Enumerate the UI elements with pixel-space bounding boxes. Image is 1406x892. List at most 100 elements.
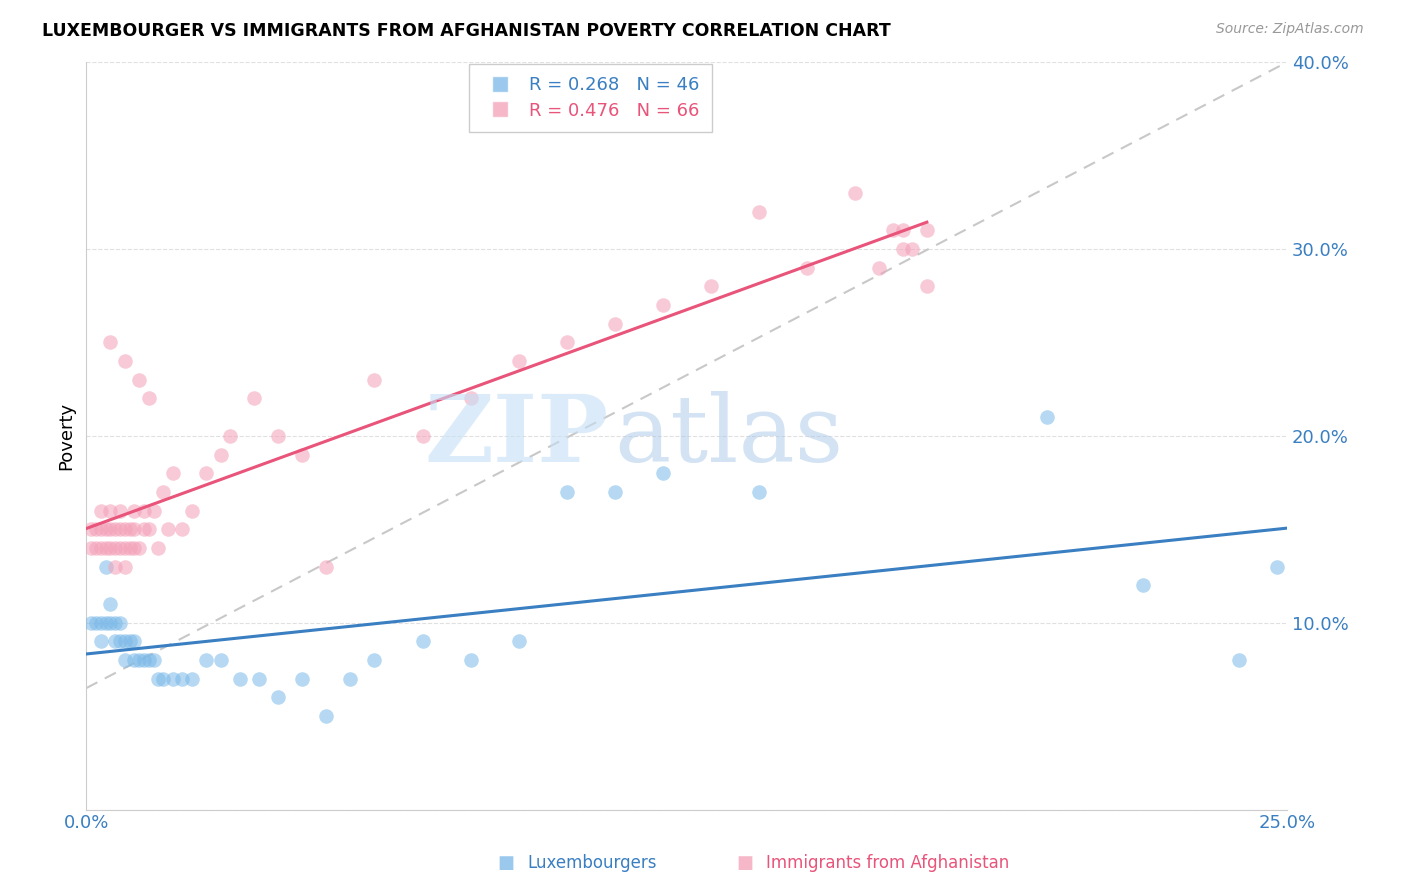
Point	[94, 522, 117, 536]
Point	[108, 503, 131, 517]
Point	[1227, 653, 1250, 667]
Point	[882, 223, 904, 237]
Point	[1036, 410, 1059, 425]
Point	[315, 709, 337, 723]
Y-axis label: Poverty: Poverty	[58, 401, 75, 470]
Point	[128, 653, 150, 667]
Text: Immigrants from Afghanistan: Immigrants from Afghanistan	[766, 855, 1010, 872]
Point	[195, 653, 218, 667]
Point	[114, 653, 136, 667]
Point	[651, 467, 673, 481]
Point	[138, 522, 160, 536]
Point	[291, 448, 314, 462]
Point	[104, 615, 127, 630]
Point	[80, 522, 103, 536]
Text: LUXEMBOURGER VS IMMIGRANTS FROM AFGHANISTAN POVERTY CORRELATION CHART: LUXEMBOURGER VS IMMIGRANTS FROM AFGHANIS…	[42, 22, 891, 40]
Text: Luxembourgers: Luxembourgers	[527, 855, 657, 872]
Point	[98, 503, 121, 517]
Point	[90, 503, 112, 517]
Point	[108, 615, 131, 630]
Point	[124, 522, 146, 536]
Point	[699, 279, 721, 293]
Point	[114, 522, 136, 536]
Point	[98, 335, 121, 350]
Point	[98, 615, 121, 630]
Point	[460, 392, 482, 406]
Point	[80, 615, 103, 630]
Point	[267, 690, 290, 705]
Point	[460, 653, 482, 667]
Point	[124, 541, 146, 555]
Point	[108, 634, 131, 648]
Point	[412, 634, 434, 648]
Point	[181, 672, 204, 686]
Point	[162, 467, 184, 481]
Point	[128, 373, 150, 387]
Point	[98, 522, 121, 536]
Text: ZIP: ZIP	[425, 391, 609, 481]
Point	[124, 503, 146, 517]
Point	[138, 653, 160, 667]
Point	[508, 634, 530, 648]
Point	[118, 541, 141, 555]
Point	[108, 541, 131, 555]
Point	[247, 672, 270, 686]
Legend: R = 0.268   N = 46, R = 0.476   N = 66: R = 0.268 N = 46, R = 0.476 N = 66	[470, 63, 711, 132]
Point	[94, 541, 117, 555]
Point	[132, 522, 155, 536]
Point	[98, 541, 121, 555]
Point	[128, 541, 150, 555]
Point	[132, 653, 155, 667]
Point	[339, 672, 361, 686]
Point	[412, 429, 434, 443]
Point	[1132, 578, 1154, 592]
Point	[124, 634, 146, 648]
Point	[90, 541, 112, 555]
Point	[891, 223, 914, 237]
Point	[104, 541, 127, 555]
Point	[90, 522, 112, 536]
Point	[118, 634, 141, 648]
Point	[209, 448, 232, 462]
Point	[84, 615, 107, 630]
Point	[555, 335, 578, 350]
Point	[98, 597, 121, 611]
Text: atlas: atlas	[614, 391, 844, 481]
Point	[748, 484, 770, 499]
Point	[104, 634, 127, 648]
Point	[1267, 559, 1289, 574]
Point	[114, 559, 136, 574]
Point	[868, 260, 890, 275]
Point	[124, 653, 146, 667]
Point	[172, 522, 194, 536]
Point	[603, 484, 626, 499]
Point	[363, 373, 385, 387]
Point	[315, 559, 337, 574]
Point	[243, 392, 266, 406]
Point	[915, 223, 938, 237]
Point	[603, 317, 626, 331]
Point	[219, 429, 242, 443]
Point	[156, 522, 179, 536]
Point	[363, 653, 385, 667]
Point	[555, 484, 578, 499]
Point	[267, 429, 290, 443]
Point	[172, 672, 194, 686]
Point	[152, 672, 174, 686]
Point	[84, 541, 107, 555]
Text: ■: ■	[498, 855, 515, 872]
Point	[80, 541, 103, 555]
Point	[291, 672, 314, 686]
Point	[891, 242, 914, 256]
Point	[142, 653, 165, 667]
Point	[90, 615, 112, 630]
Point	[229, 672, 252, 686]
Point	[508, 354, 530, 368]
Point	[162, 672, 184, 686]
Point	[118, 522, 141, 536]
Point	[84, 522, 107, 536]
Point	[132, 503, 155, 517]
Point	[651, 298, 673, 312]
Point	[915, 279, 938, 293]
Point	[94, 615, 117, 630]
